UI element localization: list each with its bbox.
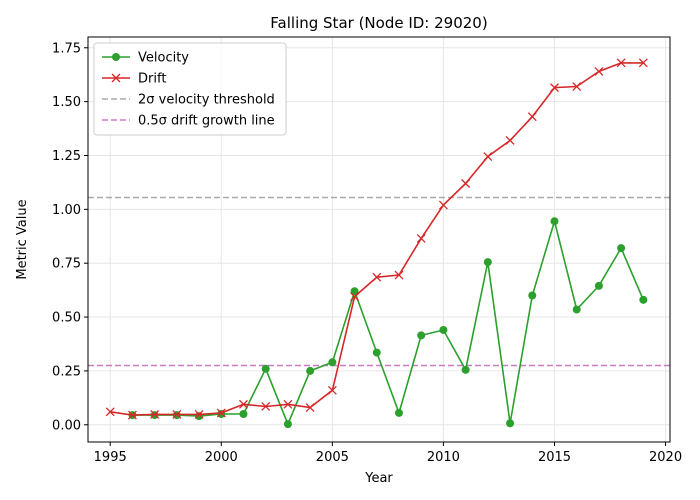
- data-point: [194, 409, 204, 419]
- data-point: [594, 281, 603, 290]
- data-point: [172, 409, 182, 419]
- data-point: [550, 83, 559, 93]
- data-point: [350, 287, 359, 296]
- data-point: [483, 152, 493, 162]
- data-point: [617, 244, 626, 253]
- data-point: [261, 364, 270, 373]
- x-tick-label: 2015: [538, 450, 571, 465]
- chart-title: Falling Star (Node ID: 29020): [270, 14, 487, 32]
- data-point: [327, 385, 337, 395]
- data-point: [239, 399, 248, 409]
- data-point: [594, 67, 604, 76]
- legend-entry: 0.5σ drift growth line: [102, 114, 275, 129]
- y-axis-label: Metric Value: [15, 199, 30, 279]
- data-point: [305, 403, 315, 412]
- legend-entry: 2σ velocity threshold: [102, 93, 275, 108]
- data-point: [550, 217, 559, 226]
- data-point: [638, 58, 648, 68]
- grid: [88, 37, 670, 442]
- data-point: [416, 233, 426, 243]
- data-point: [505, 135, 515, 145]
- x-axis: 1995 2000 2005 2010 2015 2020: [94, 442, 682, 465]
- x-axis-label: Year: [364, 471, 393, 486]
- legend-label: Drift: [138, 72, 166, 87]
- x-tick-label: 1995: [94, 450, 127, 465]
- series-line: [132, 218, 645, 427]
- data-point: [283, 399, 293, 409]
- x-tick-label: 2000: [205, 450, 238, 465]
- data-point: [261, 401, 271, 411]
- legend: Velocity Drift 2σ velocity threshold 0.5σ d…: [93, 42, 287, 136]
- y-tick-label: 1.00: [52, 203, 81, 218]
- series-velocity: [128, 217, 648, 429]
- legend-entry: Velocity: [102, 51, 189, 66]
- y-tick-label: 1.75: [52, 41, 81, 56]
- data-point: [506, 419, 515, 428]
- data-point: [438, 200, 448, 210]
- y-tick-label: 0.50: [52, 311, 81, 326]
- legend-label: Velocity: [138, 51, 189, 66]
- data-point: [283, 420, 292, 429]
- y-tick-label: 0.25: [52, 364, 81, 379]
- x-tick-label: 2010: [427, 450, 460, 465]
- y-tick-label: 1.50: [52, 95, 81, 110]
- data-point: [216, 408, 226, 418]
- data-point: [527, 112, 537, 122]
- data-point: [572, 305, 581, 314]
- data-point: [350, 292, 360, 302]
- data-point: [372, 348, 381, 357]
- data-point: [394, 408, 403, 417]
- data-point: [439, 325, 448, 334]
- x-tick-label: 2005: [316, 450, 349, 465]
- series-drift: [105, 58, 648, 420]
- y-axis: 0.00 0.25 0.50 0.75 1.00 1.25 1.50 1.75: [52, 41, 88, 433]
- data-point: [528, 291, 537, 300]
- data-point: [112, 53, 120, 61]
- data-point: [616, 58, 626, 68]
- series-layer: [105, 58, 648, 429]
- x-tick-label: 2020: [649, 450, 682, 465]
- y-tick-label: 1.25: [52, 149, 81, 164]
- data-point: [239, 409, 248, 418]
- plot-frame: [87, 36, 671, 443]
- data-point: [461, 365, 470, 374]
- legend-label: 2σ velocity threshold: [138, 93, 275, 108]
- data-point: [572, 82, 582, 92]
- data-point: [195, 412, 204, 421]
- data-point: [417, 331, 426, 340]
- data-point: [639, 295, 648, 304]
- data-point: [105, 407, 115, 417]
- reference-lines: [88, 196, 670, 367]
- data-point: [127, 410, 137, 420]
- data-point: [483, 258, 492, 267]
- legend-entry: Drift: [102, 72, 166, 87]
- y-tick-label: 0.00: [52, 418, 81, 433]
- legend-label: 0.5σ drift growth line: [138, 114, 275, 129]
- data-point: [394, 270, 404, 280]
- data-point: [461, 179, 471, 188]
- data-point: [372, 272, 382, 282]
- legend-box: [93, 42, 287, 136]
- y-tick-label: 0.75: [52, 257, 81, 272]
- data-point: [328, 358, 337, 367]
- data-point: [306, 366, 315, 375]
- data-point: [111, 73, 121, 83]
- data-point: [150, 409, 160, 419]
